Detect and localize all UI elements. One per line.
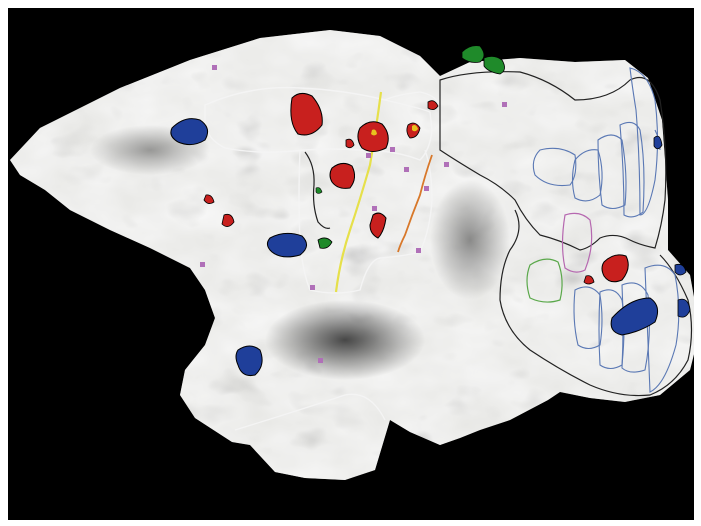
- cortex-surface: [10, 30, 694, 480]
- blue-roi: [571, 149, 603, 202]
- green-activation-cluster: [317, 237, 333, 249]
- yellow-activation-peak: [371, 129, 377, 136]
- focus-marker: [310, 285, 315, 290]
- activation-clusters: [170, 45, 691, 376]
- red-activation-cluster: [357, 121, 389, 152]
- red-activation-cluster: [583, 275, 595, 285]
- blue-activation-cluster: [610, 297, 659, 336]
- outline-black-region: [439, 71, 667, 251]
- focus-marker: [212, 65, 217, 70]
- outline-white-region: [234, 393, 386, 431]
- blue-roi: [629, 67, 659, 216]
- focus-marker: [318, 358, 323, 363]
- blue-activation-cluster: [235, 345, 263, 376]
- outline-black-region: [304, 151, 331, 229]
- yellow-activation-peak: [412, 125, 418, 132]
- blue-activation-cluster: [170, 118, 209, 146]
- flatmap-panel: [8, 8, 694, 520]
- focus-marker: [372, 206, 377, 211]
- cortical-flatmap: [10, 30, 694, 480]
- blue-roi: [621, 282, 650, 373]
- red-activation-cluster: [427, 100, 439, 110]
- green-activation-cluster: [315, 187, 323, 194]
- red-activation-cluster: [290, 92, 323, 136]
- blue-roi-group: [532, 67, 680, 393]
- red-activation-cluster: [203, 194, 215, 204]
- red-activation-cluster: [369, 212, 387, 239]
- outline-white-region: [204, 86, 433, 161]
- focus-marker: [502, 102, 507, 107]
- sulcal-valley: [430, 180, 510, 300]
- focus-marker: [444, 162, 449, 167]
- outline-white-region: [384, 91, 441, 106]
- focus-marker: [366, 153, 371, 158]
- outline-black-region: [499, 209, 693, 397]
- red-activation-cluster: [221, 213, 235, 227]
- blue-activation-cluster: [677, 298, 691, 318]
- focus-marker: [200, 262, 205, 267]
- focus-marker: [404, 167, 409, 172]
- cortex-texture: [10, 30, 694, 480]
- blue-roi: [532, 147, 577, 187]
- green-activation-cluster: [461, 45, 485, 63]
- blue-activation-cluster: [266, 232, 307, 258]
- orange-boundary-line: [397, 154, 433, 253]
- red-activation-cluster: [601, 254, 629, 283]
- focus-marker: [416, 248, 421, 253]
- foci-markers: [200, 65, 507, 363]
- green-roi: [526, 258, 563, 303]
- blue-roi: [573, 286, 603, 350]
- blue-roi: [644, 264, 680, 393]
- region-outlines: [204, 67, 693, 431]
- red-activation-cluster: [329, 162, 356, 189]
- green-activation-cluster: [483, 56, 505, 75]
- focus-marker: [390, 147, 395, 152]
- magenta-roi: [561, 212, 593, 273]
- sulcal-valley: [265, 300, 425, 380]
- focus-marker: [424, 186, 429, 191]
- red-activation-cluster: [345, 138, 355, 149]
- blue-activation-cluster: [653, 135, 663, 150]
- blue-activation-cluster: [674, 263, 687, 276]
- blue-roi: [597, 134, 627, 210]
